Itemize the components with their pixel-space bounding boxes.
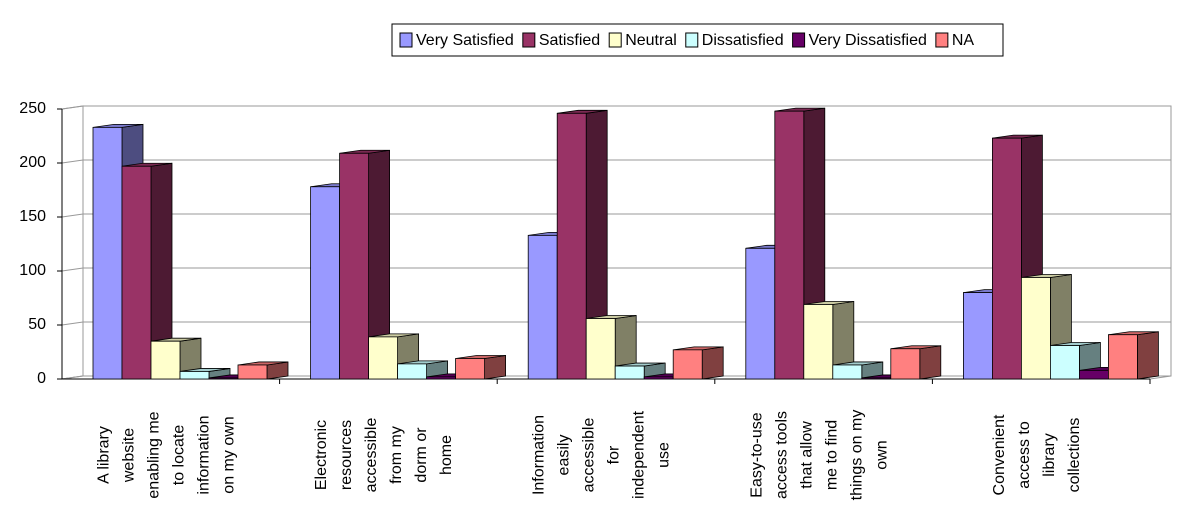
x-tick-label: accessible (581, 418, 598, 493)
bar (643, 376, 674, 380)
bar (1021, 277, 1051, 380)
y-tick-label: 200 (19, 154, 46, 171)
x-tick-label: to locate (171, 425, 188, 486)
x-tick-label: that allow (798, 421, 815, 489)
x-tick-label: Information (531, 415, 548, 495)
bar (339, 152, 370, 380)
bar (426, 376, 457, 380)
y-tick-label: 100 (19, 262, 46, 279)
bar (745, 247, 776, 380)
bar (179, 371, 210, 380)
x-tick-label: home (438, 435, 455, 475)
bar (585, 318, 616, 380)
x-tick-label: resources (338, 420, 355, 490)
bar (614, 365, 645, 380)
legend-swatch (608, 32, 622, 48)
bar-side (484, 355, 506, 380)
bar (1079, 369, 1109, 380)
legend-label: Neutral (625, 32, 677, 49)
x-tick-label: dorm or (413, 427, 430, 483)
x-tick-label: collections (1066, 418, 1083, 493)
x-tick-label: easily (556, 435, 573, 476)
bar-side (919, 345, 942, 380)
bar (208, 377, 239, 380)
bar (92, 126, 123, 380)
legend-label: NA (952, 32, 975, 49)
bar (1108, 334, 1138, 380)
bar (803, 304, 834, 380)
x-tick-label: own (873, 440, 890, 469)
legend-label: Dissatisfied (702, 32, 784, 49)
bar (121, 165, 152, 380)
legend-label: Satisfied (539, 32, 600, 49)
bar (397, 363, 428, 380)
bar (963, 292, 993, 380)
legend-swatch (399, 32, 413, 48)
x-tick-label: accessible (363, 418, 380, 493)
side-wall (61, 105, 84, 380)
x-tick-label: me to find (823, 420, 840, 490)
y-tick-label: 0 (37, 370, 46, 387)
x-tick-label: things on my (848, 410, 865, 501)
x-tick-label: for (606, 445, 623, 464)
x-tick-label: Convenient (991, 414, 1008, 496)
bar-side (701, 346, 724, 380)
x-tick-label: from my (388, 426, 405, 484)
bar (527, 234, 558, 380)
bar (992, 137, 1022, 380)
bar (150, 340, 181, 380)
legend-label: Very Dissatisfied (809, 32, 927, 49)
bar (861, 377, 892, 380)
x-tick-label: use (656, 442, 673, 468)
x-tick-label: library (1041, 433, 1058, 477)
x-tick-label: Electronic (313, 420, 330, 490)
grid-line (61, 105, 1171, 110)
bar (832, 364, 863, 380)
x-tick-label: on my own (221, 416, 238, 493)
x-tick-label: Easy-to-use (748, 412, 765, 497)
legend-swatch (935, 32, 949, 48)
x-tick-label: access to (1016, 421, 1033, 489)
x-tick-label: independent (631, 410, 648, 499)
bar (672, 349, 703, 380)
x-tick-label: A library (96, 426, 113, 484)
bar-side (1137, 331, 1159, 380)
y-tick-label: 250 (19, 100, 46, 117)
legend-swatch (792, 32, 806, 48)
bar (455, 358, 486, 380)
x-tick-label: access tools (773, 411, 790, 499)
bar (1050, 345, 1080, 380)
legend-swatch (685, 32, 699, 48)
bar (890, 348, 921, 380)
legend-swatch (522, 32, 536, 48)
bar (556, 112, 587, 380)
bar (237, 364, 268, 380)
x-tick-label: enabling me (146, 411, 163, 498)
y-tick-label: 50 (28, 316, 46, 333)
bar (368, 336, 399, 380)
legend-label: Very Satisfied (416, 32, 514, 49)
x-tick-label: website (121, 428, 138, 483)
y-tick-label: 150 (19, 208, 46, 225)
bar (310, 186, 341, 380)
bar (774, 110, 805, 380)
x-tick-label: information (196, 415, 213, 494)
